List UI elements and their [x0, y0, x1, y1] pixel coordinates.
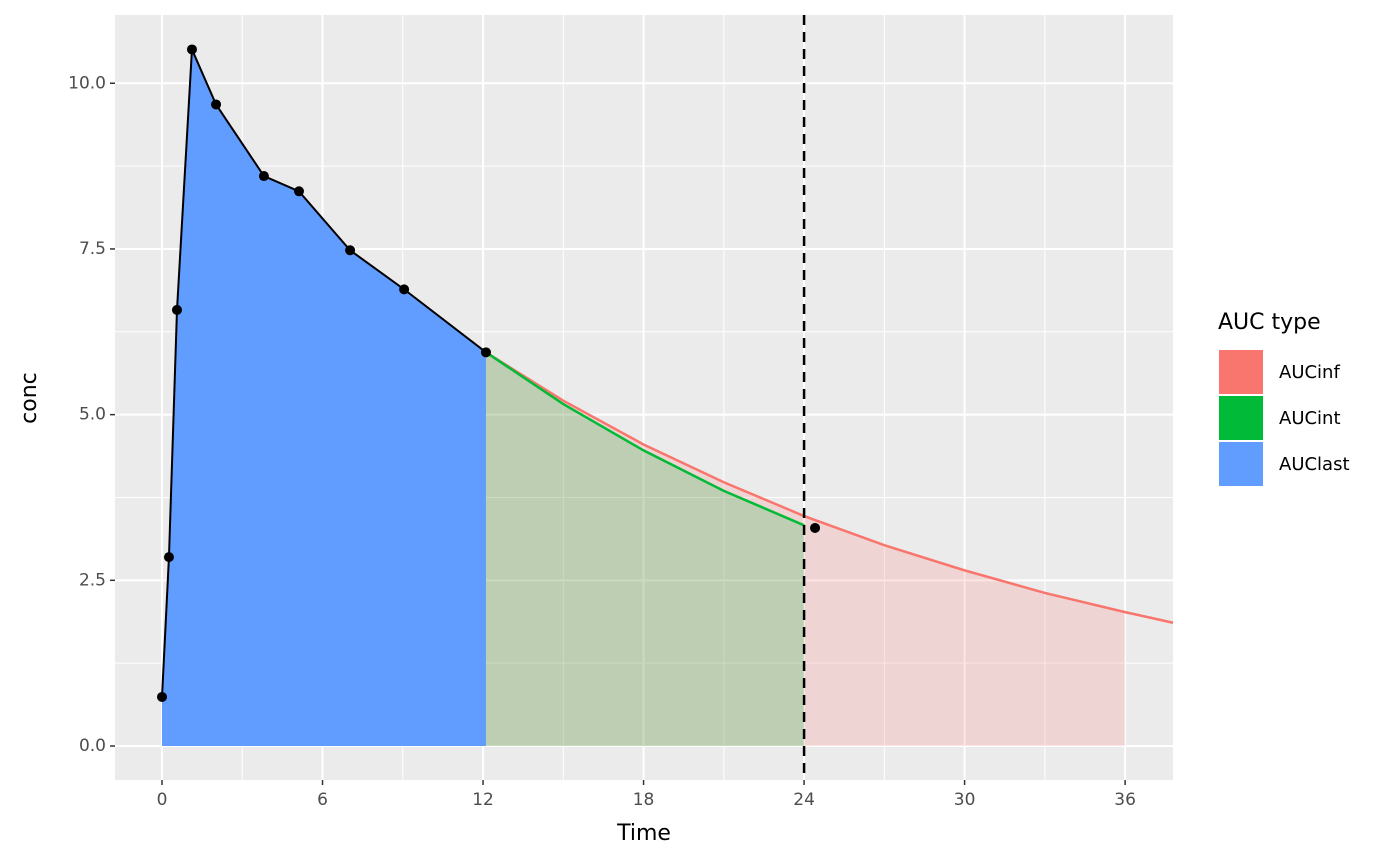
y-tick-label: 7.5: [79, 239, 106, 259]
x-tick-label: 30: [954, 790, 976, 810]
legend-label: AUCinf: [1279, 362, 1340, 383]
x-tick-label: 18: [633, 790, 655, 810]
auc-area: [162, 49, 486, 747]
legend-key: [1219, 442, 1263, 486]
x-tick-label: 24: [793, 790, 815, 810]
observed-point: [345, 245, 356, 256]
legend-title: AUC type: [1218, 310, 1321, 335]
legend-label: AUCint: [1279, 408, 1341, 429]
legend-label: AUClast: [1279, 454, 1350, 475]
extrapolation-line: [485, 351, 1174, 624]
x-tick-label: 36: [1114, 790, 1136, 810]
observed-line: [161, 49, 487, 698]
observed-point: [810, 522, 821, 533]
x-tick-label: 0: [157, 790, 168, 810]
observed-point: [186, 44, 197, 55]
x-axis-title: Time: [616, 821, 671, 846]
observed-point: [171, 304, 182, 315]
legend-key: [1219, 396, 1263, 440]
observed-point: [157, 691, 168, 702]
y-axis-title: conc: [17, 372, 42, 424]
observed-point: [163, 552, 174, 563]
auc-area: [485, 352, 805, 747]
y-tick-label: 2.5: [79, 570, 106, 590]
observed-point: [211, 99, 222, 110]
x-tick-label: 12: [472, 790, 494, 810]
legend-key: [1219, 350, 1263, 394]
observed-point: [480, 347, 491, 358]
observed-point: [399, 284, 410, 295]
y-tick-label: 5.0: [79, 405, 106, 425]
y-tick-label: 10.0: [68, 73, 106, 93]
extrapolation-line: [485, 351, 805, 527]
observed-point: [293, 186, 304, 197]
observed-point: [258, 171, 269, 182]
y-tick-label: 0.0: [79, 736, 106, 756]
x-tick-label: 6: [317, 790, 328, 810]
